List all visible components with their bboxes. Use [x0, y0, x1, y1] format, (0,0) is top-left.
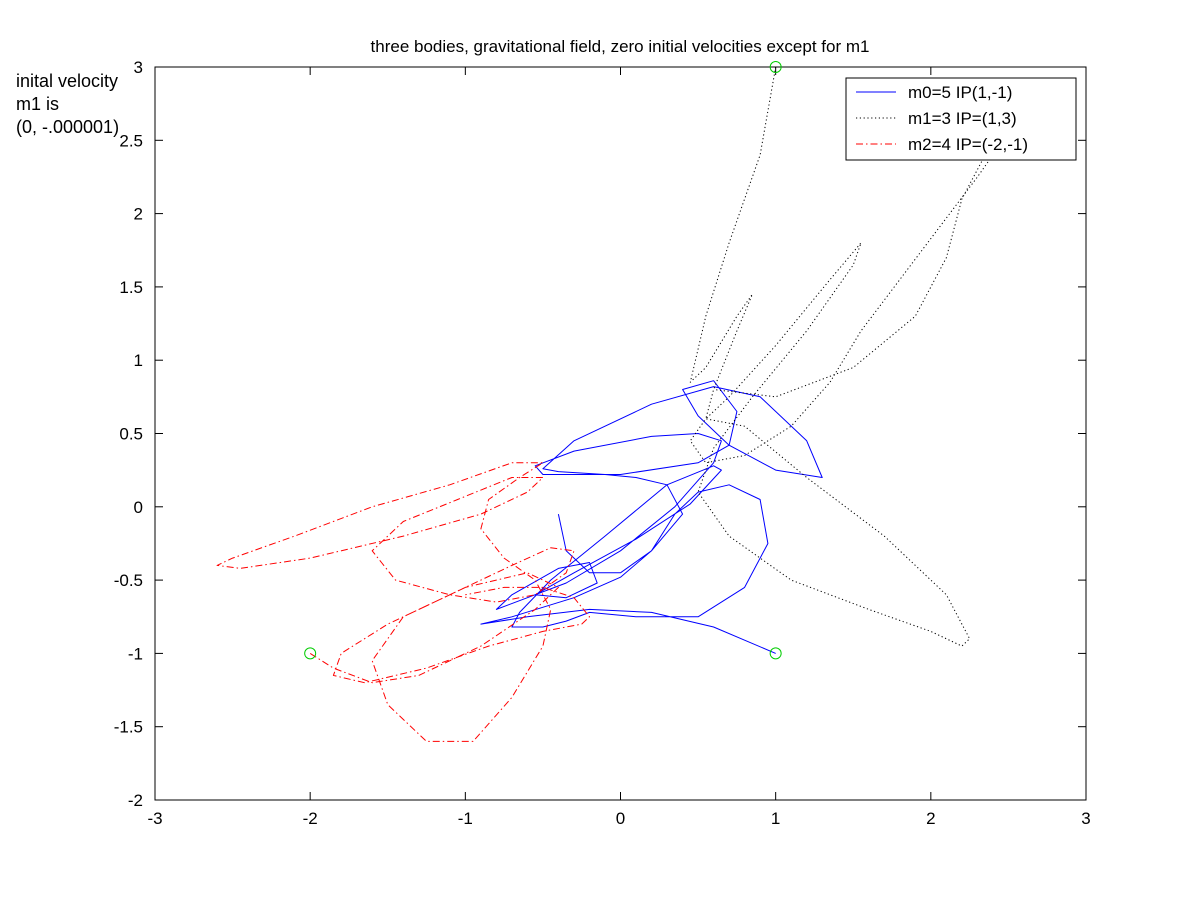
y-tick-label: 0	[134, 498, 143, 517]
chart-title: three bodies, gravitational field, zero …	[371, 37, 870, 56]
x-tick-label: -3	[147, 809, 162, 828]
annotation-line-3: (0, -.000001)	[16, 117, 120, 137]
start-marker	[304, 647, 317, 660]
y-tick-label: -1	[128, 644, 143, 663]
legend-label-2: m2=4 IP=(-2,-1)	[908, 135, 1028, 154]
y-tick-label: -2	[128, 791, 143, 810]
legend: m0=5 IP(1,-1) m1=3 IP=(1,3) m2=4 IP=(-2,-1…	[845, 77, 1077, 161]
plot-area: -3 -2 -1 0 1 2 3-2-1.5-1-0.500.511.522.53	[114, 58, 1091, 828]
axes-box	[154, 66, 1087, 801]
start-marker	[769, 647, 782, 660]
y-tick-label: 1.5	[119, 278, 143, 297]
legend-label-0: m0=5 IP(1,-1)	[908, 83, 1012, 102]
y-tick-label: -0.5	[114, 571, 143, 590]
x-tick-label: -1	[458, 809, 473, 828]
y-tick-label: -1.5	[114, 718, 143, 737]
series-line-2	[216, 462, 590, 742]
velocity-annotation: inital velocity m1 is (0, -.000001)	[16, 70, 119, 139]
annotation-line-1: inital velocity	[16, 71, 119, 91]
y-tick-label: 2.5	[119, 131, 143, 150]
x-tick-label: 3	[1081, 809, 1090, 828]
y-tick-label: 1	[134, 351, 143, 370]
x-tick-label: 0	[616, 809, 625, 828]
x-tick-label: 2	[926, 809, 935, 828]
start-marker	[769, 61, 782, 73]
x-tick-label: 1	[771, 809, 780, 828]
legend-label-1: m1=3 IP=(1,3)	[908, 109, 1017, 128]
y-tick-label: 0.5	[119, 425, 143, 444]
y-tick-label: 3	[134, 58, 143, 77]
y-tick-label: 2	[134, 205, 143, 224]
x-tick-label: -2	[303, 809, 318, 828]
series-line-0	[480, 380, 823, 654]
annotation-line-2: m1 is	[16, 94, 60, 114]
